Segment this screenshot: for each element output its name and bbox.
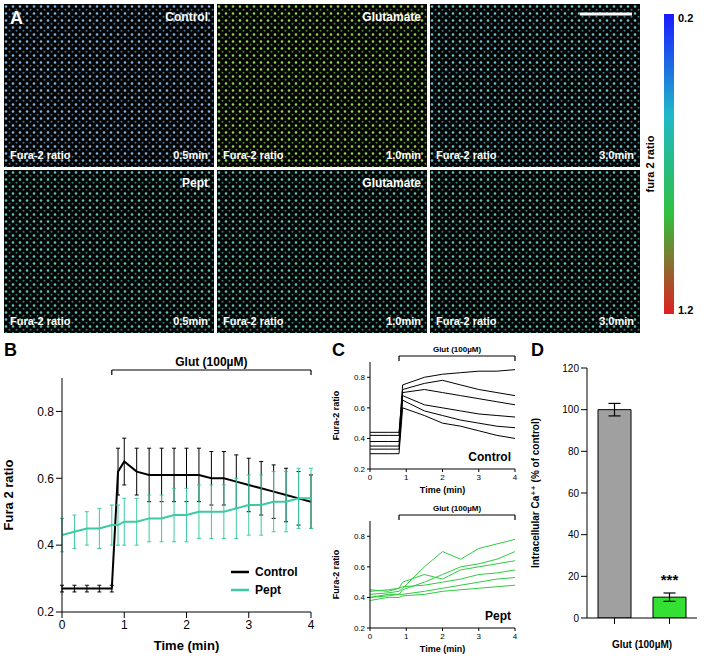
- svg-text:Fura-2 ratio: Fura-2 ratio: [10, 315, 71, 327]
- svg-text:3: 3: [245, 618, 252, 632]
- svg-text:0: 0: [368, 473, 373, 482]
- svg-text:Glutamate: Glutamate: [362, 176, 421, 190]
- svg-text:4: 4: [308, 618, 315, 632]
- svg-text:Fura-2 ratio: Fura-2 ratio: [331, 549, 341, 599]
- svg-text:B: B: [4, 340, 17, 360]
- svg-text:0.4: 0.4: [354, 434, 366, 443]
- svg-text:3: 3: [477, 473, 482, 482]
- svg-text:Time (min): Time (min): [420, 644, 465, 654]
- svg-text:Control: Control: [468, 450, 511, 464]
- svg-text:0.5min: 0.5min: [173, 315, 208, 327]
- svg-text:Glut (100µM): Glut (100µM): [175, 355, 247, 369]
- svg-text:Glutamate: Glutamate: [362, 10, 421, 24]
- svg-text:Pept: Pept: [485, 609, 511, 623]
- svg-text:0.6: 0.6: [37, 472, 54, 486]
- svg-text:Time (min): Time (min): [420, 485, 465, 495]
- svg-text:4: 4: [513, 632, 518, 641]
- svg-text:Pept: Pept: [255, 583, 281, 597]
- svg-text:0.6: 0.6: [354, 404, 366, 413]
- svg-text:Glut (100µM): Glut (100µM): [433, 504, 482, 513]
- svg-text:80: 80: [568, 446, 580, 457]
- svg-text:0.6: 0.6: [354, 563, 366, 572]
- svg-text:0.2: 0.2: [354, 624, 366, 633]
- svg-text:4: 4: [513, 473, 518, 482]
- svg-text:40: 40: [568, 529, 580, 540]
- svg-text:0.4: 0.4: [37, 538, 54, 552]
- svg-text:Control: Control: [165, 10, 208, 24]
- svg-text:D: D: [531, 340, 544, 360]
- svg-text:2: 2: [440, 473, 445, 482]
- svg-text:Fura 2 ratio: Fura 2 ratio: [1, 460, 16, 531]
- svg-text:3.0min: 3.0min: [599, 149, 634, 161]
- svg-text:1.2: 1.2: [678, 304, 693, 316]
- svg-text:0: 0: [573, 613, 579, 624]
- svg-text:2: 2: [183, 618, 190, 632]
- svg-text:Control: Control: [255, 565, 298, 579]
- svg-text:Glut (100µM): Glut (100µM): [612, 639, 672, 650]
- svg-text:Fura-2 ratio: Fura-2 ratio: [10, 149, 71, 161]
- svg-text:C: C: [332, 340, 345, 360]
- svg-text:0.8: 0.8: [354, 373, 366, 382]
- svg-text:100: 100: [562, 404, 579, 415]
- svg-text:3.0min: 3.0min: [599, 315, 634, 327]
- svg-text:0: 0: [368, 632, 373, 641]
- svg-text:fura 2 ratio: fura 2 ratio: [644, 135, 656, 192]
- svg-text:0: 0: [59, 618, 66, 632]
- svg-text:1: 1: [404, 632, 409, 641]
- svg-text:3: 3: [477, 632, 482, 641]
- svg-text:20: 20: [568, 571, 580, 582]
- svg-text:Time (min): Time (min): [154, 638, 220, 653]
- svg-text:2: 2: [440, 632, 445, 641]
- svg-text:0.8: 0.8: [354, 532, 366, 541]
- svg-text:A: A: [10, 8, 23, 28]
- svg-text:0.2: 0.2: [678, 12, 693, 24]
- svg-text:0.4: 0.4: [354, 593, 366, 602]
- svg-text:Pept: Pept: [182, 176, 208, 190]
- svg-text:Fura-2 ratio: Fura-2 ratio: [331, 390, 341, 440]
- svg-text:Glut (100µM): Glut (100µM): [433, 345, 482, 354]
- svg-text:Fura-2 ratio: Fura-2 ratio: [436, 315, 497, 327]
- svg-text:***: ***: [661, 571, 679, 588]
- svg-text:1: 1: [404, 473, 409, 482]
- svg-text:Intracellular Ca⁺⁺ (% of contr: Intracellular Ca⁺⁺ (% of control): [530, 418, 541, 568]
- svg-text:60: 60: [568, 488, 580, 499]
- svg-text:0.5min: 0.5min: [173, 149, 208, 161]
- svg-text:1.0min: 1.0min: [386, 315, 421, 327]
- svg-text:0.2: 0.2: [354, 465, 366, 474]
- svg-text:Fura-2 ratio: Fura-2 ratio: [436, 149, 497, 161]
- svg-text:Fura-2 ratio: Fura-2 ratio: [223, 315, 284, 327]
- svg-text:0.2: 0.2: [37, 605, 54, 619]
- svg-text:120: 120: [562, 363, 579, 374]
- svg-text:1.0min: 1.0min: [386, 149, 421, 161]
- svg-text:Fura-2 ratio: Fura-2 ratio: [223, 149, 284, 161]
- svg-text:0.8: 0.8: [37, 405, 54, 419]
- svg-text:1: 1: [121, 618, 128, 632]
